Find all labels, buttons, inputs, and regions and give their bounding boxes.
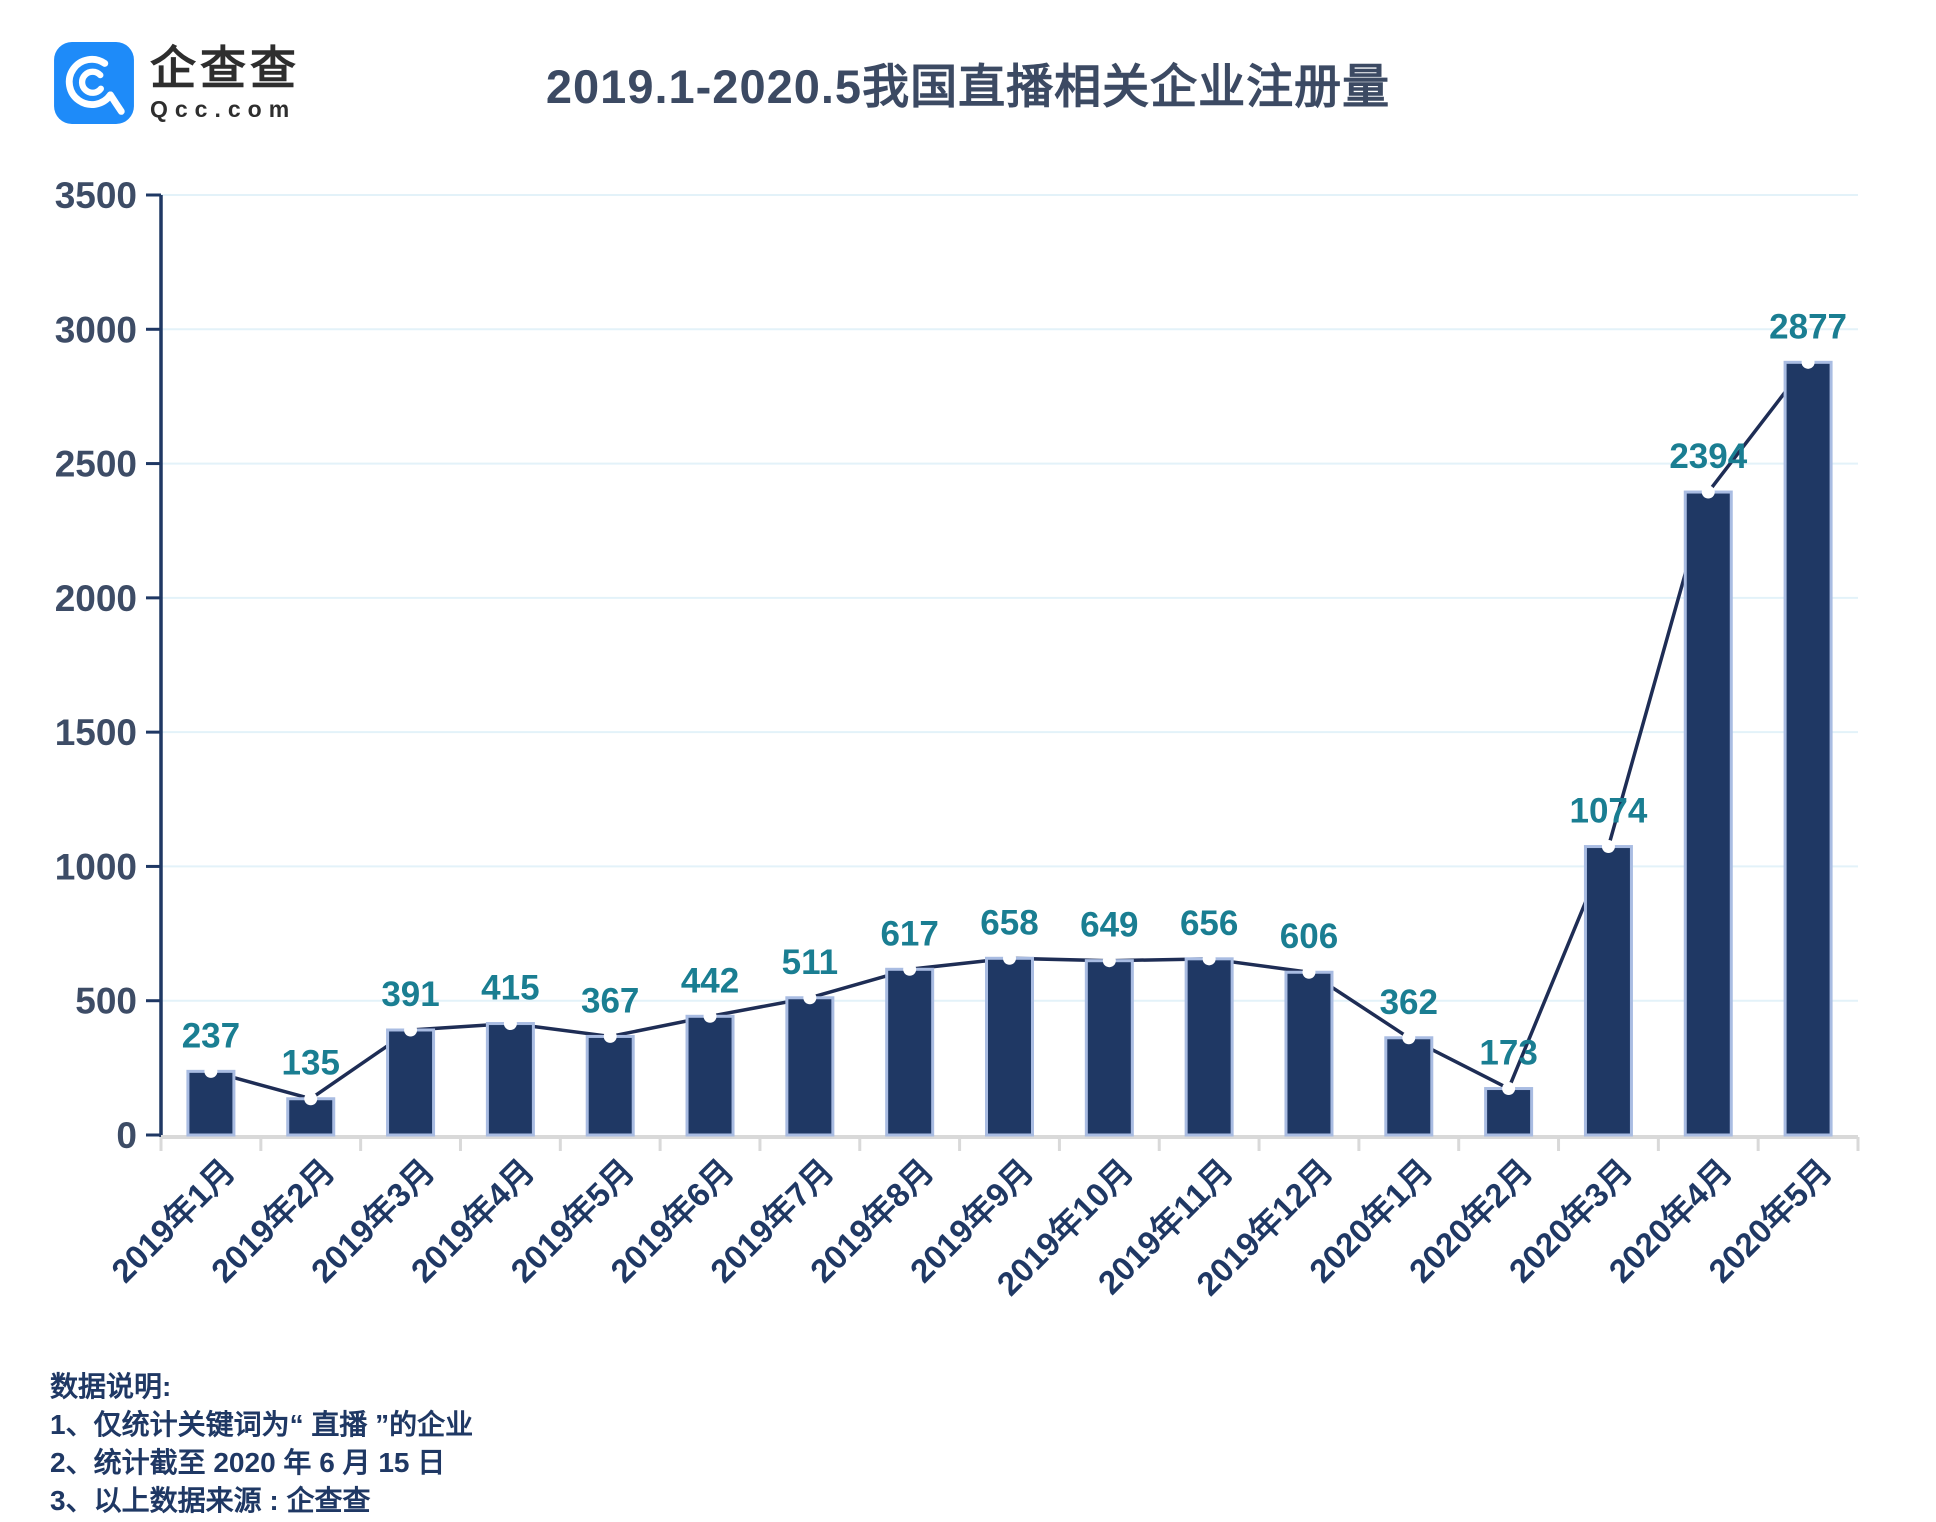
bar-value-label: 511 (782, 943, 838, 982)
y-axis-label: 2500 (55, 444, 137, 485)
bar-value-label: 391 (381, 975, 439, 1014)
bar-value-label: 2877 (1769, 307, 1847, 346)
bar-value-label: 649 (1080, 906, 1138, 945)
notes-heading: 数据说明: (50, 1371, 172, 1402)
y-axis-label: 1500 (55, 712, 137, 753)
bar (785, 996, 835, 1137)
data-point-marker (1202, 952, 1216, 966)
logo-name: 企查查 (150, 41, 300, 94)
data-point-marker (404, 1023, 418, 1037)
bar (1583, 845, 1633, 1137)
y-axis-label: 3500 (55, 175, 137, 216)
bar (1683, 490, 1733, 1137)
bar (1783, 360, 1833, 1137)
logo-domain: Qcc.com (150, 96, 297, 123)
bar-value-label: 658 (980, 903, 1038, 942)
data-point-marker (1102, 954, 1116, 968)
bar (1384, 1036, 1434, 1137)
bar-value-label: 442 (681, 961, 739, 1000)
data-point-marker (503, 1017, 517, 1031)
data-point-marker (204, 1064, 218, 1078)
bar-value-label: 362 (1380, 983, 1438, 1022)
note-item-2: 2、统计截至 2020 年 6 月 15 日 (50, 1447, 446, 1478)
bar (485, 1022, 535, 1137)
bar-value-label: 135 (282, 1044, 340, 1083)
bar-value-label: 415 (481, 969, 539, 1008)
data-notes: 数据说明: 1、仅统计关键词为“ 直播 ”的企业 2、统计截至 2020 年 6… (50, 1368, 473, 1520)
y-axis-label: 0 (116, 1115, 137, 1156)
note-item-3: 3、以上数据来源 : 企查查 (50, 1485, 371, 1516)
y-axis-label: 500 (75, 981, 137, 1022)
bar-value-label: 617 (880, 914, 938, 953)
bar-value-label: 237 (182, 1016, 240, 1055)
data-point-marker (603, 1029, 617, 1043)
data-point-marker (1402, 1031, 1416, 1045)
bar-value-label: 606 (1280, 917, 1338, 956)
bar (1084, 959, 1134, 1137)
data-point-marker (803, 991, 817, 1005)
bar (1284, 970, 1334, 1137)
bar (985, 956, 1034, 1137)
bar (885, 967, 935, 1137)
bar (186, 1069, 236, 1137)
data-point-marker (1502, 1082, 1516, 1096)
bar (1484, 1087, 1534, 1137)
data-point-marker (1003, 951, 1016, 965)
bar-value-label: 1074 (1570, 792, 1648, 831)
y-axis-label: 2000 (55, 578, 137, 619)
qcc-logo-text: 企查查 Qcc.com (150, 43, 300, 124)
y-axis-label: 1000 (55, 846, 137, 887)
qcc-logo: 企查查 Qcc.com (54, 42, 300, 124)
bar-value-label: 367 (581, 981, 639, 1020)
bar-value-label: 2394 (1669, 437, 1747, 476)
chart-title: 2019.1-2020.5我国直播相关企业注册量 (545, 60, 1391, 113)
data-point-marker (903, 962, 917, 976)
data-point-marker (703, 1009, 717, 1023)
data-point-marker (304, 1092, 318, 1106)
qcc-logo-icon (54, 42, 134, 124)
y-axis-label: 3000 (55, 309, 137, 350)
data-point-marker (1701, 485, 1715, 499)
bar-value-label: 173 (1479, 1034, 1537, 1073)
data-point-marker (1302, 965, 1316, 979)
bar (386, 1028, 436, 1137)
bar (585, 1034, 635, 1137)
bar (1184, 957, 1234, 1137)
data-point-marker (1601, 840, 1615, 854)
bar-value-label: 656 (1180, 904, 1238, 943)
data-point-marker (1801, 355, 1815, 369)
bar (685, 1014, 735, 1137)
note-item-1: 1、仅统计关键词为“ 直播 ”的企业 (50, 1409, 474, 1440)
